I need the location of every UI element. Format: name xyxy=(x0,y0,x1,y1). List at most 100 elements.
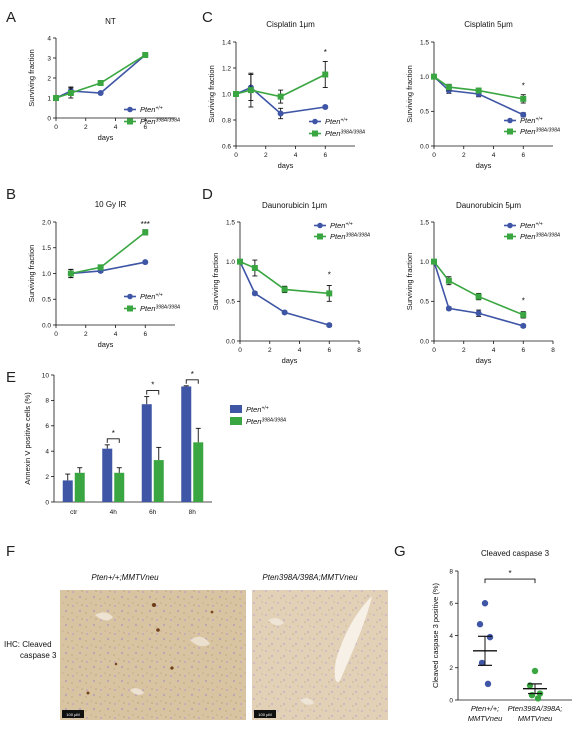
scale-bar-right-label: 100 μM xyxy=(258,712,271,717)
x-tick-label: 4h xyxy=(110,509,118,516)
chart-d-daunorubicin-1: Daunorubicin 1μm 0.0 0.5 1.0 1.5 0 2 4 6 8 days Sur… xyxy=(211,201,371,365)
legend-marker xyxy=(317,233,323,240)
significance-marker: * xyxy=(324,48,327,57)
series-line-wt xyxy=(55,54,146,99)
bar-mut xyxy=(193,442,204,502)
x-axis-label: days xyxy=(476,161,492,170)
significance-bracket xyxy=(106,438,120,443)
data-point-wt xyxy=(326,322,333,329)
y-tick-label: 1.5 xyxy=(226,219,235,226)
y-axis-label: Cleaved caspase 3 positive (%) xyxy=(431,582,440,688)
chart-title: Daunorubicin 1μm xyxy=(262,201,327,210)
y-axis-label: Surviving fraction xyxy=(405,253,414,311)
significance-marker: * xyxy=(151,381,154,390)
series-line-mut xyxy=(70,231,146,275)
legend-label-mut: Pten398A/398A xyxy=(140,117,181,126)
y-tick-label: 1.2 xyxy=(222,65,231,72)
y-tick-label: 0.8 xyxy=(222,117,231,124)
significance-marker: * xyxy=(508,569,511,578)
data-point-mut xyxy=(247,87,254,94)
y-tick-label: 4 xyxy=(449,633,453,640)
data-point-mut xyxy=(322,71,329,78)
x-tick-label: 6 xyxy=(143,124,147,131)
bar-mut xyxy=(74,472,85,502)
significance-marker: * xyxy=(522,297,525,306)
significance-bracket xyxy=(146,390,160,395)
data-point-wt xyxy=(277,110,284,117)
x-tick-label: 4 xyxy=(114,331,118,338)
significance-bracket xyxy=(484,578,536,584)
y-tick-label: 3 xyxy=(47,55,51,62)
legend-marker xyxy=(312,130,318,137)
x-tick-label: 4 xyxy=(298,347,302,354)
y-tick-label: 0 xyxy=(449,697,453,704)
data-point-mut xyxy=(475,87,482,94)
x-axis-label: days xyxy=(278,161,294,170)
data-point-wt xyxy=(251,290,258,297)
data-point-wt xyxy=(97,90,104,96)
panel-letter-a: A xyxy=(6,9,16,26)
data-point-mut xyxy=(277,93,284,100)
legend-marker xyxy=(312,118,318,125)
y-tick-label: 1.0 xyxy=(420,259,429,266)
chart-d-daunorubicin-5: Daunorubicin 5μm 0.0 0.5 1.0 1.5 0 2 4 6 8 days Sur… xyxy=(405,201,561,365)
y-tick-label: 0.0 xyxy=(420,338,429,345)
data-point-mut xyxy=(97,264,104,271)
chart-title: 10 Gy IR xyxy=(95,200,127,209)
bar-mut xyxy=(153,460,164,502)
data-point xyxy=(531,667,539,675)
x-axis-label: days xyxy=(476,356,492,365)
series-line-wt xyxy=(239,261,330,326)
x-tick-label: 4 xyxy=(114,124,118,131)
chart-title: Cleaved caspase 3 xyxy=(481,549,550,558)
x-axis-label: days xyxy=(98,133,114,142)
data-point-mut xyxy=(281,286,288,293)
y-tick-label: 2.0 xyxy=(42,219,51,226)
legend-marker xyxy=(507,222,513,229)
y-tick-label: 2 xyxy=(449,665,453,672)
scale-bar-left xyxy=(62,710,84,718)
legend-marker xyxy=(127,293,133,300)
data-point-wt xyxy=(142,259,149,266)
legend-label-mut: Pten398A/398A xyxy=(140,304,181,313)
x-tick-label: 0 xyxy=(54,124,58,131)
x-tick-label: 4 xyxy=(492,347,496,354)
legend-label-wt: Pten+/+ xyxy=(140,292,163,301)
data-point-mut xyxy=(67,90,74,96)
data-point-mut xyxy=(431,258,437,265)
series-line-mut xyxy=(433,76,524,100)
significance-marker: *** xyxy=(141,220,150,229)
data-point xyxy=(486,633,494,641)
data-point-mut xyxy=(475,293,482,300)
y-axis-label: Surviving fraction xyxy=(27,245,36,303)
y-tick-label: 1.5 xyxy=(420,219,429,226)
chart-a: NT 0 1 2 3 4 0 2 4 6 days Surviving fraction Pten+/+… xyxy=(27,17,181,142)
legend-label-wt: Pten+/+ xyxy=(330,221,353,230)
y-tick-label: 0.5 xyxy=(420,109,429,116)
data-point-wt xyxy=(520,111,527,118)
series-line-wt xyxy=(433,76,524,116)
y-tick-label: 0.0 xyxy=(42,322,51,329)
micrograph-left: 100 μM xyxy=(60,590,246,720)
data-point-mut xyxy=(67,270,74,277)
bar-wt xyxy=(62,480,73,502)
ihc-label-line1: IHC: Cleaved xyxy=(4,640,52,649)
data-point-mut xyxy=(237,258,243,265)
x-tick-label: 8 xyxy=(551,347,555,354)
x-tick-label: 6 xyxy=(323,152,327,159)
x-tick-label-line1: Pten+/+; xyxy=(471,704,499,713)
legend-label-wt: Pten+/+ xyxy=(520,221,543,230)
data-point-mut xyxy=(326,290,333,297)
data-point-wt xyxy=(322,104,329,110)
data-point-mut xyxy=(251,265,258,272)
panel-letter-c: C xyxy=(202,9,213,26)
significance-marker: * xyxy=(112,429,115,438)
series-line-mut xyxy=(235,73,326,98)
y-axis-label: Surviving fraction xyxy=(207,65,216,123)
legend-label-mut: Pten398A/398A xyxy=(520,232,561,241)
data-point xyxy=(476,621,484,628)
series-line-mut xyxy=(55,54,146,99)
y-axis-label: Surviving fraction xyxy=(27,49,36,107)
chart-c-cisplatin-1: Cisplatin 1μm 0.6 0.8 1.0 1.2 1.4 0 2 4 6 days Surv… xyxy=(207,20,366,170)
